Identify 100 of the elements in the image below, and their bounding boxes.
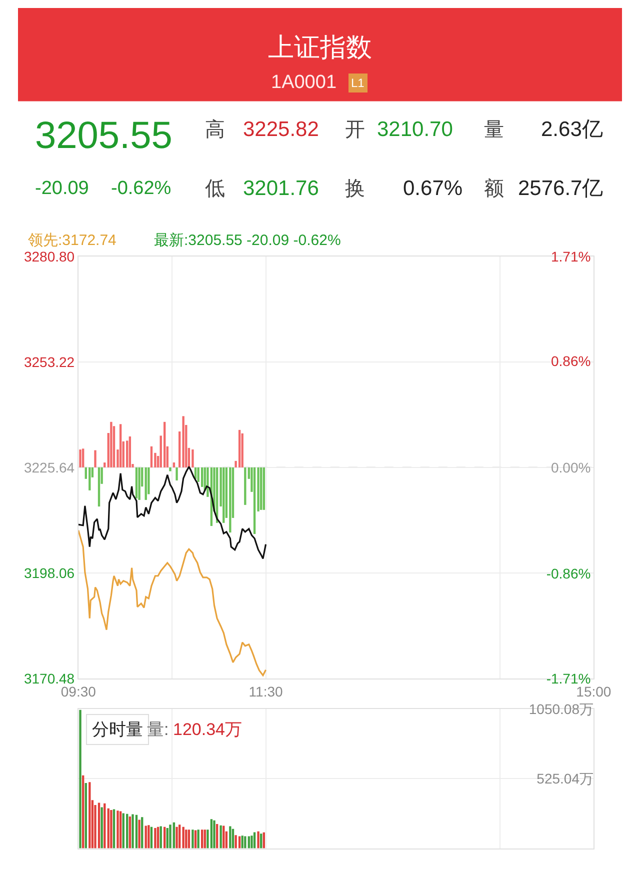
bar <box>185 830 188 848</box>
bar <box>160 826 162 848</box>
bar <box>88 782 91 848</box>
text: 2.63亿 <box>541 118 603 141</box>
bar <box>182 416 184 468</box>
text: 2576.7亿 <box>518 177 604 200</box>
bar <box>241 433 244 468</box>
text: 量 <box>484 119 504 141</box>
text: 开 <box>345 119 365 141</box>
bar <box>200 830 204 848</box>
bar <box>82 448 84 468</box>
bar <box>253 467 256 534</box>
bar <box>100 807 103 848</box>
text: 3225.82 <box>243 118 319 141</box>
text: L1 <box>351 76 365 90</box>
bar <box>192 449 194 468</box>
text: -20.09 <box>35 178 89 199</box>
bar <box>200 467 204 487</box>
bar <box>79 710 82 848</box>
bar <box>238 430 241 468</box>
bar <box>141 817 144 848</box>
bar <box>110 810 112 848</box>
bar <box>126 440 128 468</box>
text: 高 <box>205 118 225 141</box>
bar <box>244 836 246 848</box>
y2-tick-label: -0.86% <box>546 565 591 582</box>
annotation: 分时量 <box>92 720 143 739</box>
bar <box>126 814 128 848</box>
bar <box>82 775 84 848</box>
bar <box>150 446 153 468</box>
bar <box>178 824 181 848</box>
bar <box>122 813 124 848</box>
y-tick-label: 1050.08万 <box>528 700 594 717</box>
bar <box>232 828 234 848</box>
text: -0.62% <box>111 178 172 199</box>
y2-tick-label: 0.86% <box>550 353 591 370</box>
text: 0.67% <box>403 177 463 200</box>
bar <box>138 467 140 500</box>
bar <box>138 820 140 848</box>
text: 3210.70 <box>377 118 453 141</box>
bar <box>222 467 225 523</box>
text: 低 <box>205 178 225 200</box>
bar <box>188 830 190 848</box>
text: 换 <box>345 178 365 200</box>
y-tick-label: 3225.64 <box>24 459 75 476</box>
bar <box>250 836 253 848</box>
line-series <box>78 530 267 676</box>
bar <box>135 467 138 498</box>
bar <box>169 467 172 472</box>
bar <box>260 467 262 510</box>
bar <box>119 424 122 468</box>
bar <box>253 832 256 848</box>
bar <box>116 810 119 848</box>
bar <box>84 782 87 848</box>
bar <box>234 835 237 848</box>
bar <box>204 830 206 848</box>
bar <box>132 814 134 848</box>
bar <box>213 820 216 848</box>
bar <box>172 822 176 848</box>
bar <box>104 803 106 848</box>
bar <box>169 824 172 848</box>
bar <box>229 826 232 848</box>
y-tick-label: 3198.06 <box>24 564 75 581</box>
y-tick-label: 3280.80 <box>24 248 75 264</box>
bar <box>79 449 82 468</box>
text: 额 <box>484 178 504 200</box>
bar <box>144 467 147 500</box>
text: 最新:3205.55 -20.09 -0.62% <box>154 232 341 249</box>
text: 上证指数 <box>268 32 372 62</box>
bar <box>128 436 132 468</box>
bar <box>172 462 176 468</box>
y2-tick-label: 0.00% <box>550 459 591 476</box>
y2-tick-label: 1.71% <box>550 248 591 264</box>
bar <box>119 811 122 848</box>
bar <box>110 422 112 468</box>
y-tick-label: 525.04万 <box>536 770 594 787</box>
annotation: 量: <box>147 720 169 739</box>
bar <box>144 826 147 848</box>
bar <box>107 808 110 848</box>
bar <box>222 826 225 848</box>
bar <box>150 826 153 848</box>
bar <box>229 467 232 532</box>
bar <box>166 828 168 848</box>
bar <box>241 836 244 848</box>
bar <box>192 830 194 848</box>
bar <box>238 836 241 848</box>
bar <box>164 826 166 848</box>
text: 1A0001 <box>271 72 337 93</box>
x-tick-label: 11:30 <box>248 683 283 700</box>
bar <box>210 819 213 848</box>
bar <box>112 809 116 848</box>
bar <box>94 450 96 468</box>
annotation: 120.34万 <box>173 720 242 739</box>
bar <box>148 825 150 848</box>
text: 领先:3172.74 <box>28 232 116 249</box>
bar <box>104 462 106 468</box>
bar <box>197 830 200 848</box>
bar <box>262 467 265 510</box>
bar <box>176 826 178 848</box>
bar <box>154 828 156 848</box>
